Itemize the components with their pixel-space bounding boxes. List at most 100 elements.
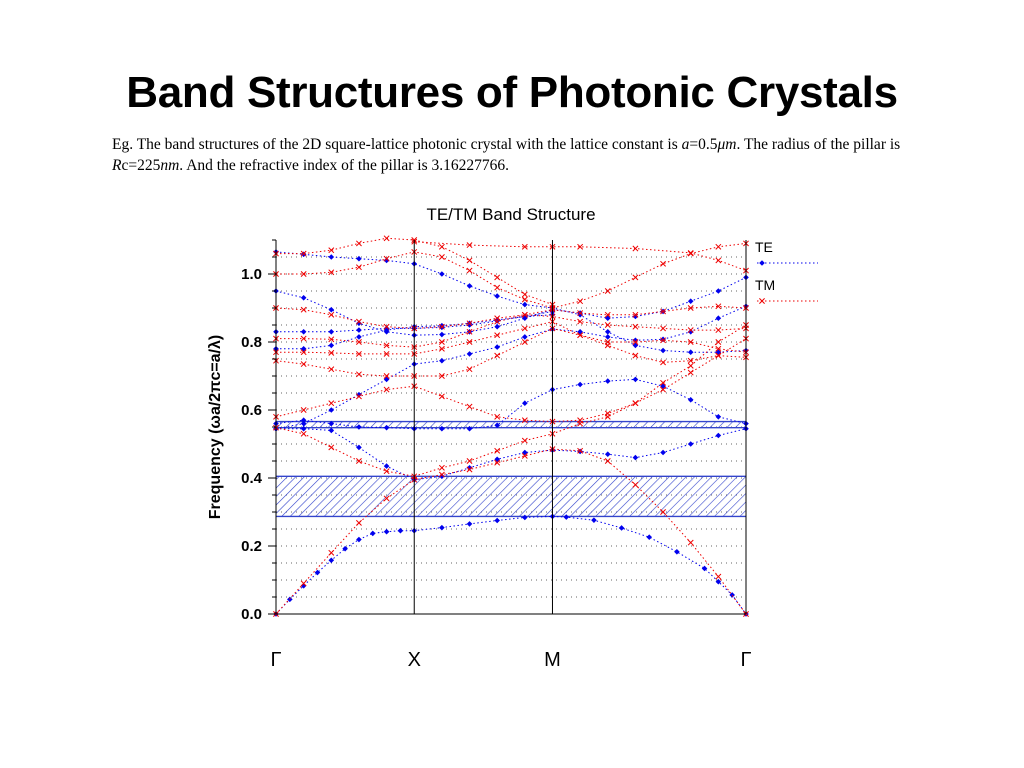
te-point — [369, 530, 376, 537]
te-point — [646, 534, 653, 540]
tm-point — [660, 509, 667, 515]
tm-band-line-10 — [414, 241, 747, 272]
tm-point — [521, 243, 528, 250]
te-point — [466, 425, 473, 432]
te-point — [687, 329, 694, 335]
desc-text-1: Eg. The band structures of the 2D square… — [112, 136, 682, 153]
tm-point — [521, 339, 528, 345]
tm-point — [687, 339, 694, 345]
tm-point — [300, 349, 307, 356]
tm-point — [577, 447, 584, 454]
te-point — [328, 427, 335, 434]
tm-point — [328, 336, 335, 343]
tm-point — [438, 471, 445, 478]
tm-point — [300, 271, 307, 277]
te-point — [494, 456, 500, 463]
te-point — [715, 578, 722, 585]
desc-text-2: =0.5 — [689, 136, 718, 153]
tm-point — [632, 339, 639, 345]
tm-point — [521, 311, 528, 318]
te-point — [328, 329, 335, 335]
te-point — [300, 329, 307, 335]
y-tick-label: 0.0 — [241, 606, 262, 623]
te-point — [604, 378, 611, 384]
te-point — [383, 329, 390, 335]
tm-point — [577, 332, 584, 339]
tm-point — [715, 345, 722, 352]
tm-point — [328, 444, 335, 451]
tm-point — [466, 320, 473, 327]
tm-point — [383, 342, 390, 349]
tm-band-line-1 — [275, 448, 747, 615]
desc-text-5: . And the refractive index of the pillar… — [179, 157, 510, 174]
tm-point — [604, 322, 611, 328]
y-tick-label: 0.2 — [241, 538, 262, 555]
te-point — [466, 283, 473, 289]
band-gap-tm — [276, 421, 746, 428]
tm-point — [300, 306, 307, 313]
desc-lattice-symbol: a — [681, 136, 690, 153]
te-point — [494, 293, 500, 299]
te-point — [632, 376, 639, 383]
tm-point — [660, 337, 667, 344]
tm-point — [466, 339, 473, 345]
tm-point — [355, 240, 362, 247]
tm-point — [521, 452, 528, 459]
te-point — [604, 329, 611, 335]
te-point — [356, 391, 362, 398]
chart-title: TE/TM Band Structure — [426, 205, 595, 224]
tm-point — [494, 447, 501, 454]
x-tick-label: Γ — [740, 649, 751, 671]
tm-point — [632, 311, 639, 318]
y-tick-label: 0.4 — [241, 470, 263, 487]
tm-point — [715, 257, 722, 264]
te-point — [522, 334, 528, 340]
tm-point — [328, 366, 335, 373]
te-point — [715, 288, 722, 294]
te-point — [439, 357, 445, 364]
tm-point — [715, 352, 722, 359]
tm-point — [577, 243, 584, 250]
tm-point — [355, 371, 362, 378]
tm-point — [383, 386, 390, 393]
tm-point — [715, 303, 722, 310]
y-tick-label: 0.6 — [241, 402, 262, 419]
te-point — [356, 320, 362, 327]
x-tick-label: X — [408, 649, 421, 671]
tm-point — [521, 291, 528, 298]
desc-nm-unit: nm — [160, 157, 180, 174]
te-point — [383, 528, 390, 535]
tm-point — [660, 325, 667, 332]
tm-point — [355, 458, 362, 464]
tm-point — [328, 549, 335, 556]
tm-point — [383, 350, 390, 357]
tm-point — [355, 519, 362, 526]
tm-point — [577, 298, 584, 305]
tm-point — [604, 458, 611, 464]
tm-band-line-4 — [275, 327, 747, 377]
tm-point — [687, 249, 694, 256]
tm-point — [466, 328, 473, 335]
legend-label-te: TE — [755, 239, 773, 255]
tm-point — [438, 323, 445, 330]
te-point — [494, 422, 500, 429]
te-point — [439, 425, 445, 432]
tm-point — [521, 417, 528, 424]
tm-point — [521, 296, 528, 303]
te-point — [604, 334, 611, 340]
tm-point — [328, 400, 335, 407]
tm-point — [438, 254, 445, 260]
te-point — [687, 298, 694, 304]
te-point — [660, 383, 666, 389]
tm-point — [466, 403, 473, 410]
te-point — [494, 517, 500, 524]
te-point — [383, 325, 390, 332]
te-point — [466, 521, 473, 527]
tm-point — [383, 495, 390, 502]
te-point — [328, 557, 335, 564]
tm-point — [328, 311, 335, 318]
desc-radius-symbol: R — [112, 157, 122, 174]
tm-point — [759, 298, 765, 304]
te-point — [563, 514, 570, 520]
